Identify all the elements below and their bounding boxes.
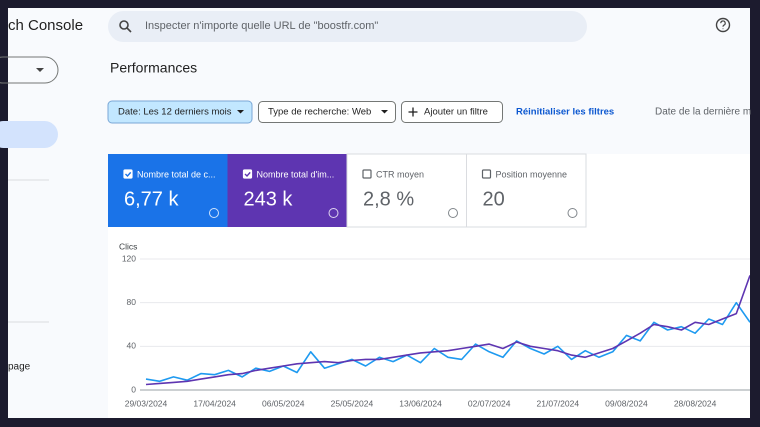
- metric-value: 243 k: [244, 188, 294, 210]
- x-tick-label: 06/05/2024: [262, 398, 305, 408]
- help-icon: [328, 208, 339, 218]
- date-filter[interactable]: [107, 100, 253, 124]
- plus-icon: [408, 107, 418, 117]
- x-tick-label: 02/07/2024: [468, 398, 511, 408]
- metric-card[interactable]: [227, 154, 348, 227]
- check-mark: [244, 171, 251, 178]
- type-filter[interactable]: [258, 101, 396, 123]
- x-tick-label: 13/06/2024: [399, 398, 442, 408]
- metric-value: 2,8 %: [363, 188, 414, 210]
- help-icon: [209, 208, 219, 218]
- y-tick-label: 120: [122, 253, 136, 263]
- chip-text: Ajouter un filtre: [424, 107, 488, 118]
- y-tick-label: 80: [127, 297, 137, 307]
- dropdown-arrow: [237, 110, 244, 114]
- dropdown-arrow: [36, 68, 44, 72]
- x-tick-label: 29/03/2024: [125, 398, 168, 408]
- add-filter[interactable]: [401, 101, 503, 123]
- search-placeholder: Inspecter n'importe quelle URL de "boost…: [145, 20, 378, 32]
- metric-label: Nombre total d'im...: [257, 169, 335, 179]
- check-mark: [125, 171, 132, 178]
- checkbox: [123, 169, 133, 179]
- property-selector[interactable]: [0, 56, 59, 84]
- checkbox: [481, 169, 492, 179]
- series-line: [145, 275, 750, 386]
- y-tick-label: 0: [131, 384, 136, 394]
- metric-label: CTR moyen: [376, 169, 424, 179]
- y-axis-title: Clics: [119, 241, 137, 251]
- metric-label: Position moyenne: [496, 169, 568, 179]
- metric-card[interactable]: [108, 154, 228, 227]
- metric-card[interactable]: [466, 153, 587, 228]
- x-tick-label: 21/07/2024: [537, 398, 580, 408]
- metric-label: Nombre total de c...: [137, 169, 216, 179]
- x-tick-label: 09/08/2024: [605, 398, 648, 408]
- help-icon: [567, 208, 578, 218]
- help-button[interactable]: [715, 17, 731, 33]
- x-tick-label: 17/04/2024: [193, 398, 236, 408]
- metric-card[interactable]: [346, 153, 467, 228]
- x-tick-label: 28/08/2024: [674, 398, 717, 408]
- y-tick-label: 40: [127, 341, 137, 351]
- help-icon: [448, 208, 458, 218]
- page-title: Performances: [110, 60, 197, 76]
- reset-link[interactable]: Réinitialiser les filtres: [516, 107, 614, 118]
- brand: ch Console: [8, 17, 83, 34]
- search-box[interactable]: [108, 11, 587, 42]
- x-tick-label: 25/05/2024: [331, 398, 374, 408]
- metric-value: 6,77 k: [124, 188, 179, 210]
- metric-value: 20: [483, 188, 505, 210]
- last-update: Date de la dernière m: [655, 107, 751, 118]
- help-icon: [720, 20, 726, 30]
- dropdown-arrow: [381, 110, 388, 114]
- nav-item[interactable]: page: [8, 362, 31, 373]
- chip-text: Type de recherche: Web: [268, 107, 371, 118]
- search-icon: [126, 27, 132, 33]
- chip-text: Date: Les 12 derniers mois: [118, 107, 232, 118]
- nav-selected[interactable]: [0, 121, 58, 148]
- checkbox: [242, 169, 253, 179]
- search-icon: [119, 20, 129, 30]
- series-line: [145, 301, 750, 383]
- checkbox: [362, 169, 372, 179]
